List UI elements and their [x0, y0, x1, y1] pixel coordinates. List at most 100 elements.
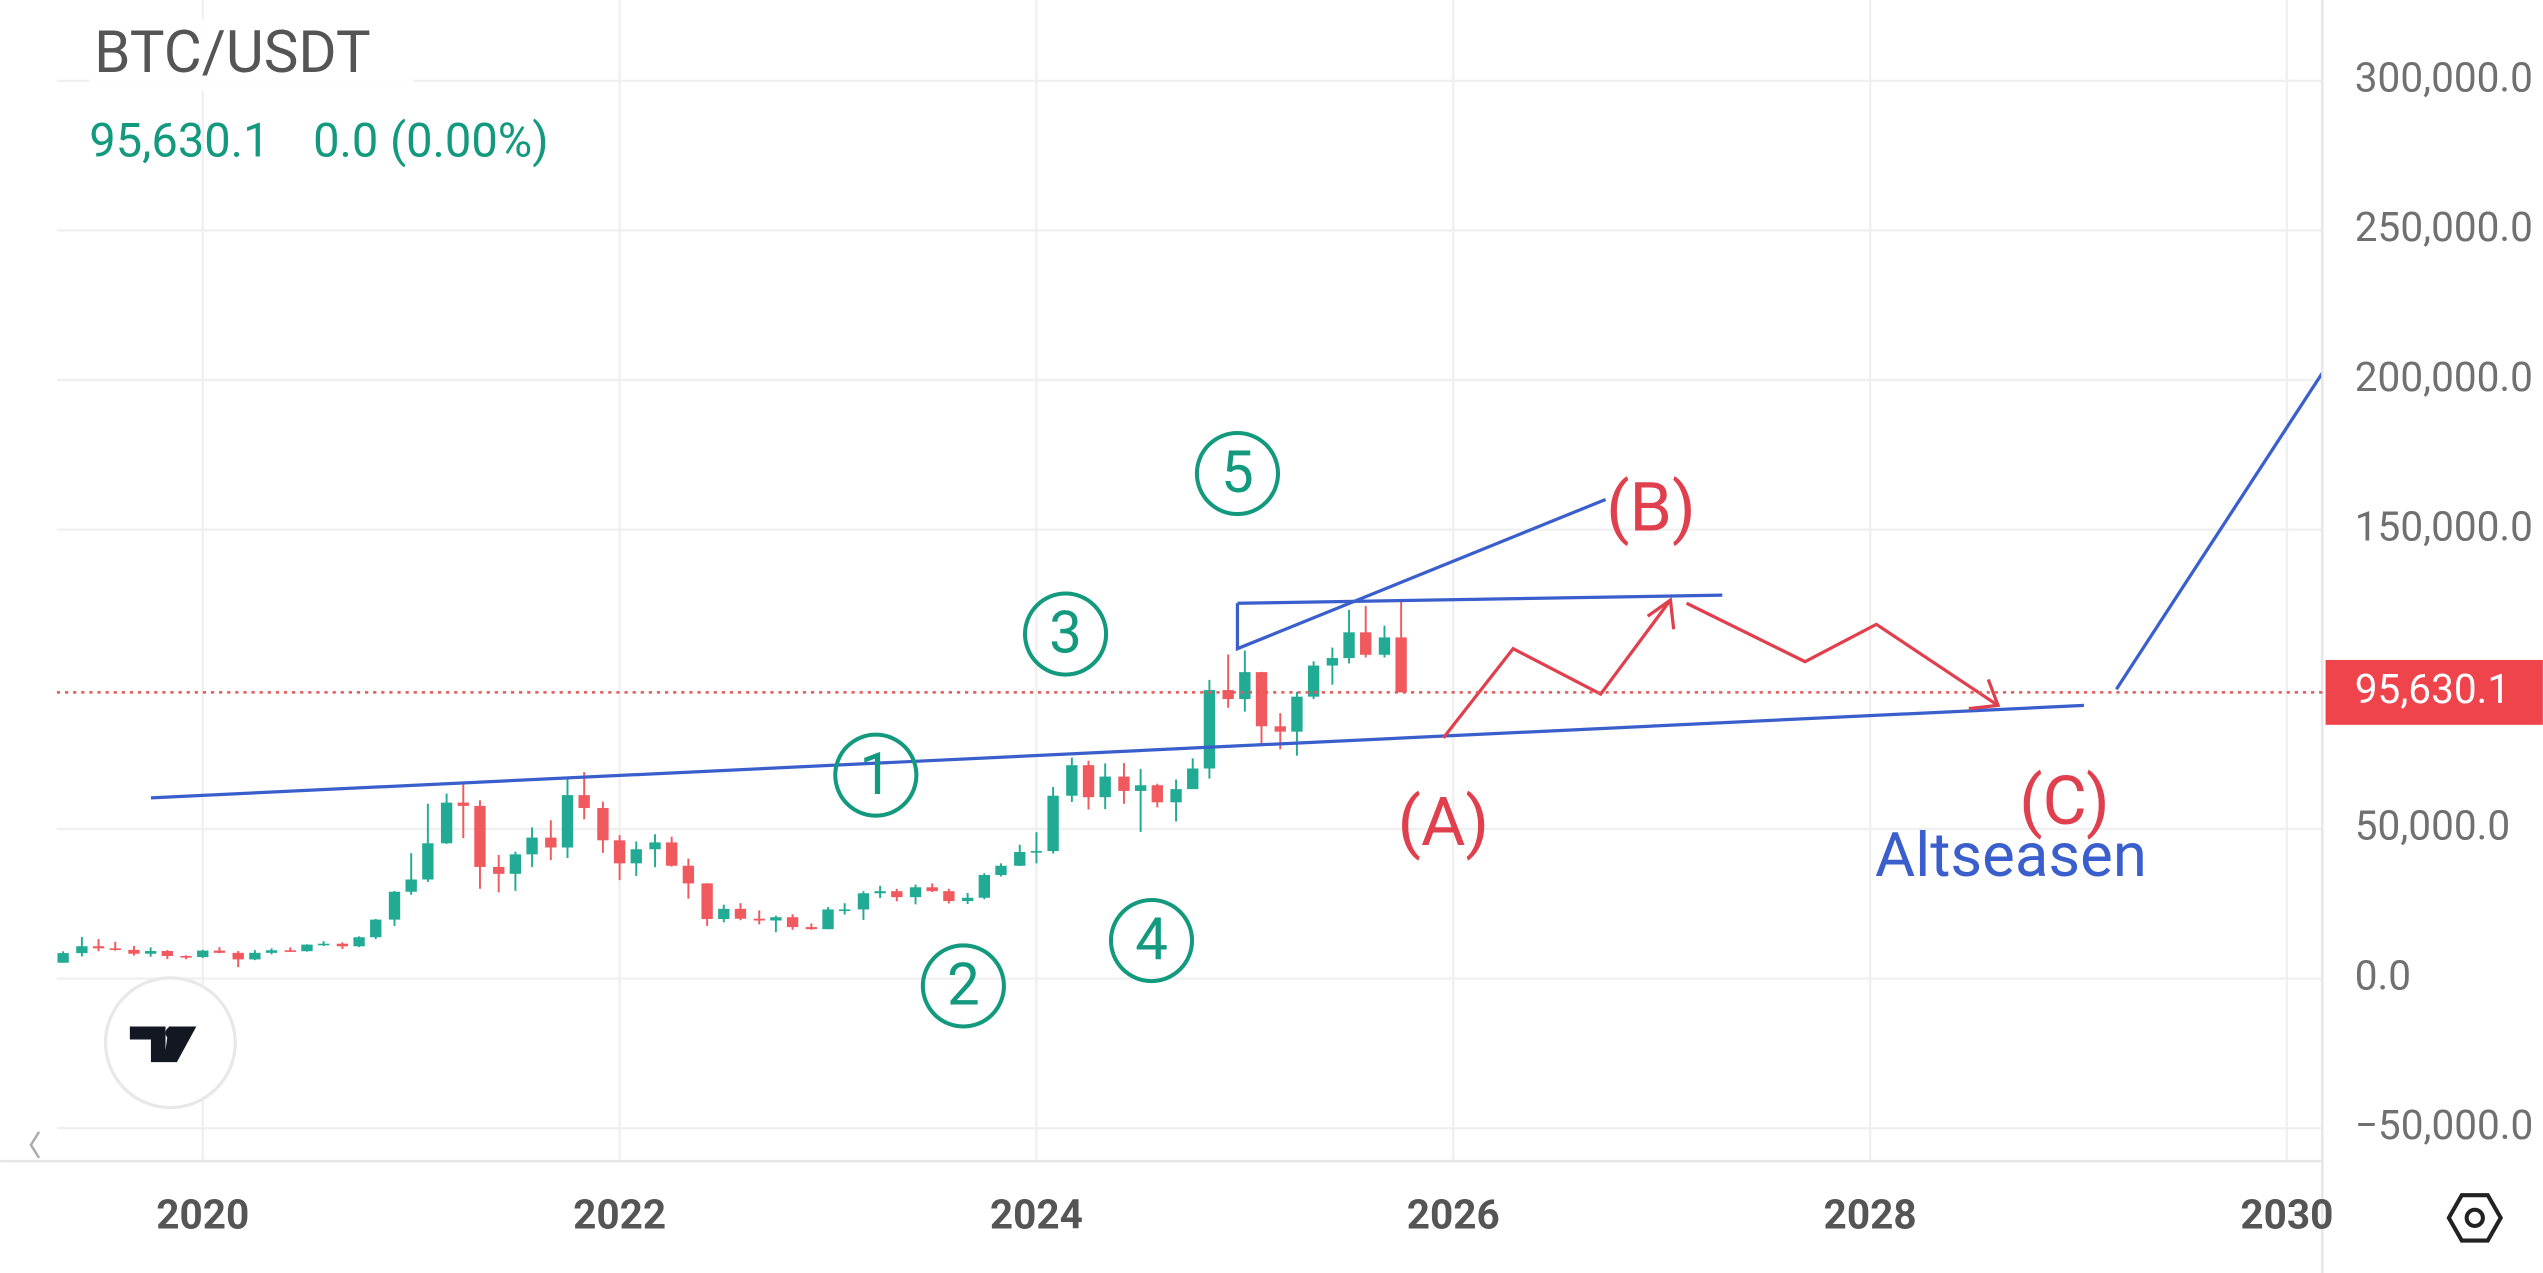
candle-body [265, 950, 278, 953]
x-tick-label: 2020 [156, 1191, 249, 1239]
candle-body [1291, 696, 1303, 732]
candle-body [734, 908, 747, 919]
candle-body [1378, 637, 1391, 655]
projection-arrows [1442, 597, 2001, 739]
y-tick-label: 250,000.0 [2355, 203, 2533, 251]
last-price-tag [2325, 659, 2543, 725]
logo-mark [129, 1026, 197, 1063]
wave-circle [1108, 897, 1195, 984]
candle-body [474, 805, 486, 867]
candle-body [1307, 665, 1320, 697]
candle-body [1014, 851, 1026, 866]
candle-body [597, 807, 609, 841]
candle-body [405, 879, 417, 892]
candle-body [682, 865, 695, 884]
candle-body [76, 946, 88, 954]
candle-body [1239, 672, 1251, 700]
candle-body [284, 950, 296, 952]
candle-body [1170, 789, 1182, 803]
wave-label: 3 [1049, 600, 1082, 668]
candle-body [1274, 726, 1286, 732]
candle-body [666, 842, 678, 866]
settings-center [2464, 1207, 2485, 1228]
candle-body [232, 952, 244, 960]
abc-labels: (A) (B) (C) [1398, 467, 2110, 862]
wave-circle [1022, 591, 1109, 677]
note: Altseasen [1875, 820, 2147, 892]
arrow-head [1968, 678, 2001, 711]
settings[interactable] [2446, 1193, 2504, 1243]
candle-body [578, 795, 590, 808]
candle-body [1151, 785, 1163, 803]
y-tick-label: 200,000.0 [2355, 353, 2533, 401]
title-bg [89, 19, 414, 91]
candle-body [770, 917, 782, 921]
candle-body [249, 952, 261, 960]
wave-label: 4 [1135, 906, 1168, 974]
logo-dot [165, 1026, 179, 1040]
candle-body [301, 944, 313, 952]
candle-body [1343, 632, 1355, 659]
candle-body [317, 943, 330, 946]
candle-body [1395, 637, 1407, 693]
candle-body [144, 951, 157, 954]
x-tick-label: 2024 [990, 1191, 1083, 1239]
trend-lines [150, 372, 2324, 800]
price: 95,630.1 [89, 114, 269, 169]
wave-circles [833, 430, 1281, 1029]
candle-body [943, 891, 955, 902]
candle-body [701, 883, 713, 920]
symbol: BTC/USDT [94, 19, 371, 87]
candle-body [1118, 776, 1130, 791]
candle-body [822, 909, 834, 930]
candle-body [457, 802, 469, 806]
candle-body [353, 937, 365, 947]
x-tick-label: 2026 [1407, 1191, 1500, 1239]
candle-body [630, 849, 642, 864]
arrow-b [1442, 599, 1672, 739]
candle-body [926, 887, 938, 892]
candle-body [1082, 765, 1095, 798]
candle-body [440, 802, 453, 844]
candle-body [874, 891, 886, 894]
grid [56, 0, 2323, 1162]
y-tick-label: −50,000.0 [2355, 1101, 2534, 1149]
arrow-c [1685, 601, 1999, 707]
resistance-line [1237, 593, 1723, 605]
last-price-label: 95,630.1 [2355, 665, 2510, 713]
candle-body [995, 865, 1007, 876]
wedge-line [1235, 497, 1607, 652]
candle-body [1099, 776, 1111, 798]
candle-body [180, 955, 192, 958]
wave-label: (B) [1606, 467, 1695, 547]
candle-body [213, 950, 226, 953]
candle-body [978, 875, 990, 898]
wave-label: 5 [1221, 439, 1254, 507]
candle-body [1030, 851, 1043, 853]
candle-body [961, 897, 974, 902]
candle-body [388, 891, 401, 920]
candle-body [1066, 765, 1078, 796]
candle-body [649, 842, 661, 850]
candle-body [545, 837, 557, 848]
y-tick-label: 50,000.0 [2355, 802, 2510, 850]
candle-body [161, 951, 174, 956]
wave-label: 2 [947, 952, 980, 1020]
wave-label: (C) [2019, 761, 2109, 841]
candle-body [891, 891, 903, 898]
candle-body [422, 843, 434, 880]
wave-label: 1 [859, 741, 892, 809]
candle-body [509, 854, 522, 874]
candle-body [1203, 690, 1216, 769]
scroll-left[interactable] [29, 1131, 41, 1159]
candle-body [561, 795, 574, 848]
wave-label: (A) [1398, 782, 1489, 862]
candle-body [336, 943, 349, 947]
support-line [150, 703, 2085, 800]
y-tick-label: 0.0 [2355, 951, 2411, 999]
candle-body [197, 950, 209, 958]
arrow-head [1646, 597, 1676, 630]
axes: −50,000.00.050,000.0150,000.0200,000.025… [56, 54, 2543, 1239]
candle-body [909, 887, 922, 898]
